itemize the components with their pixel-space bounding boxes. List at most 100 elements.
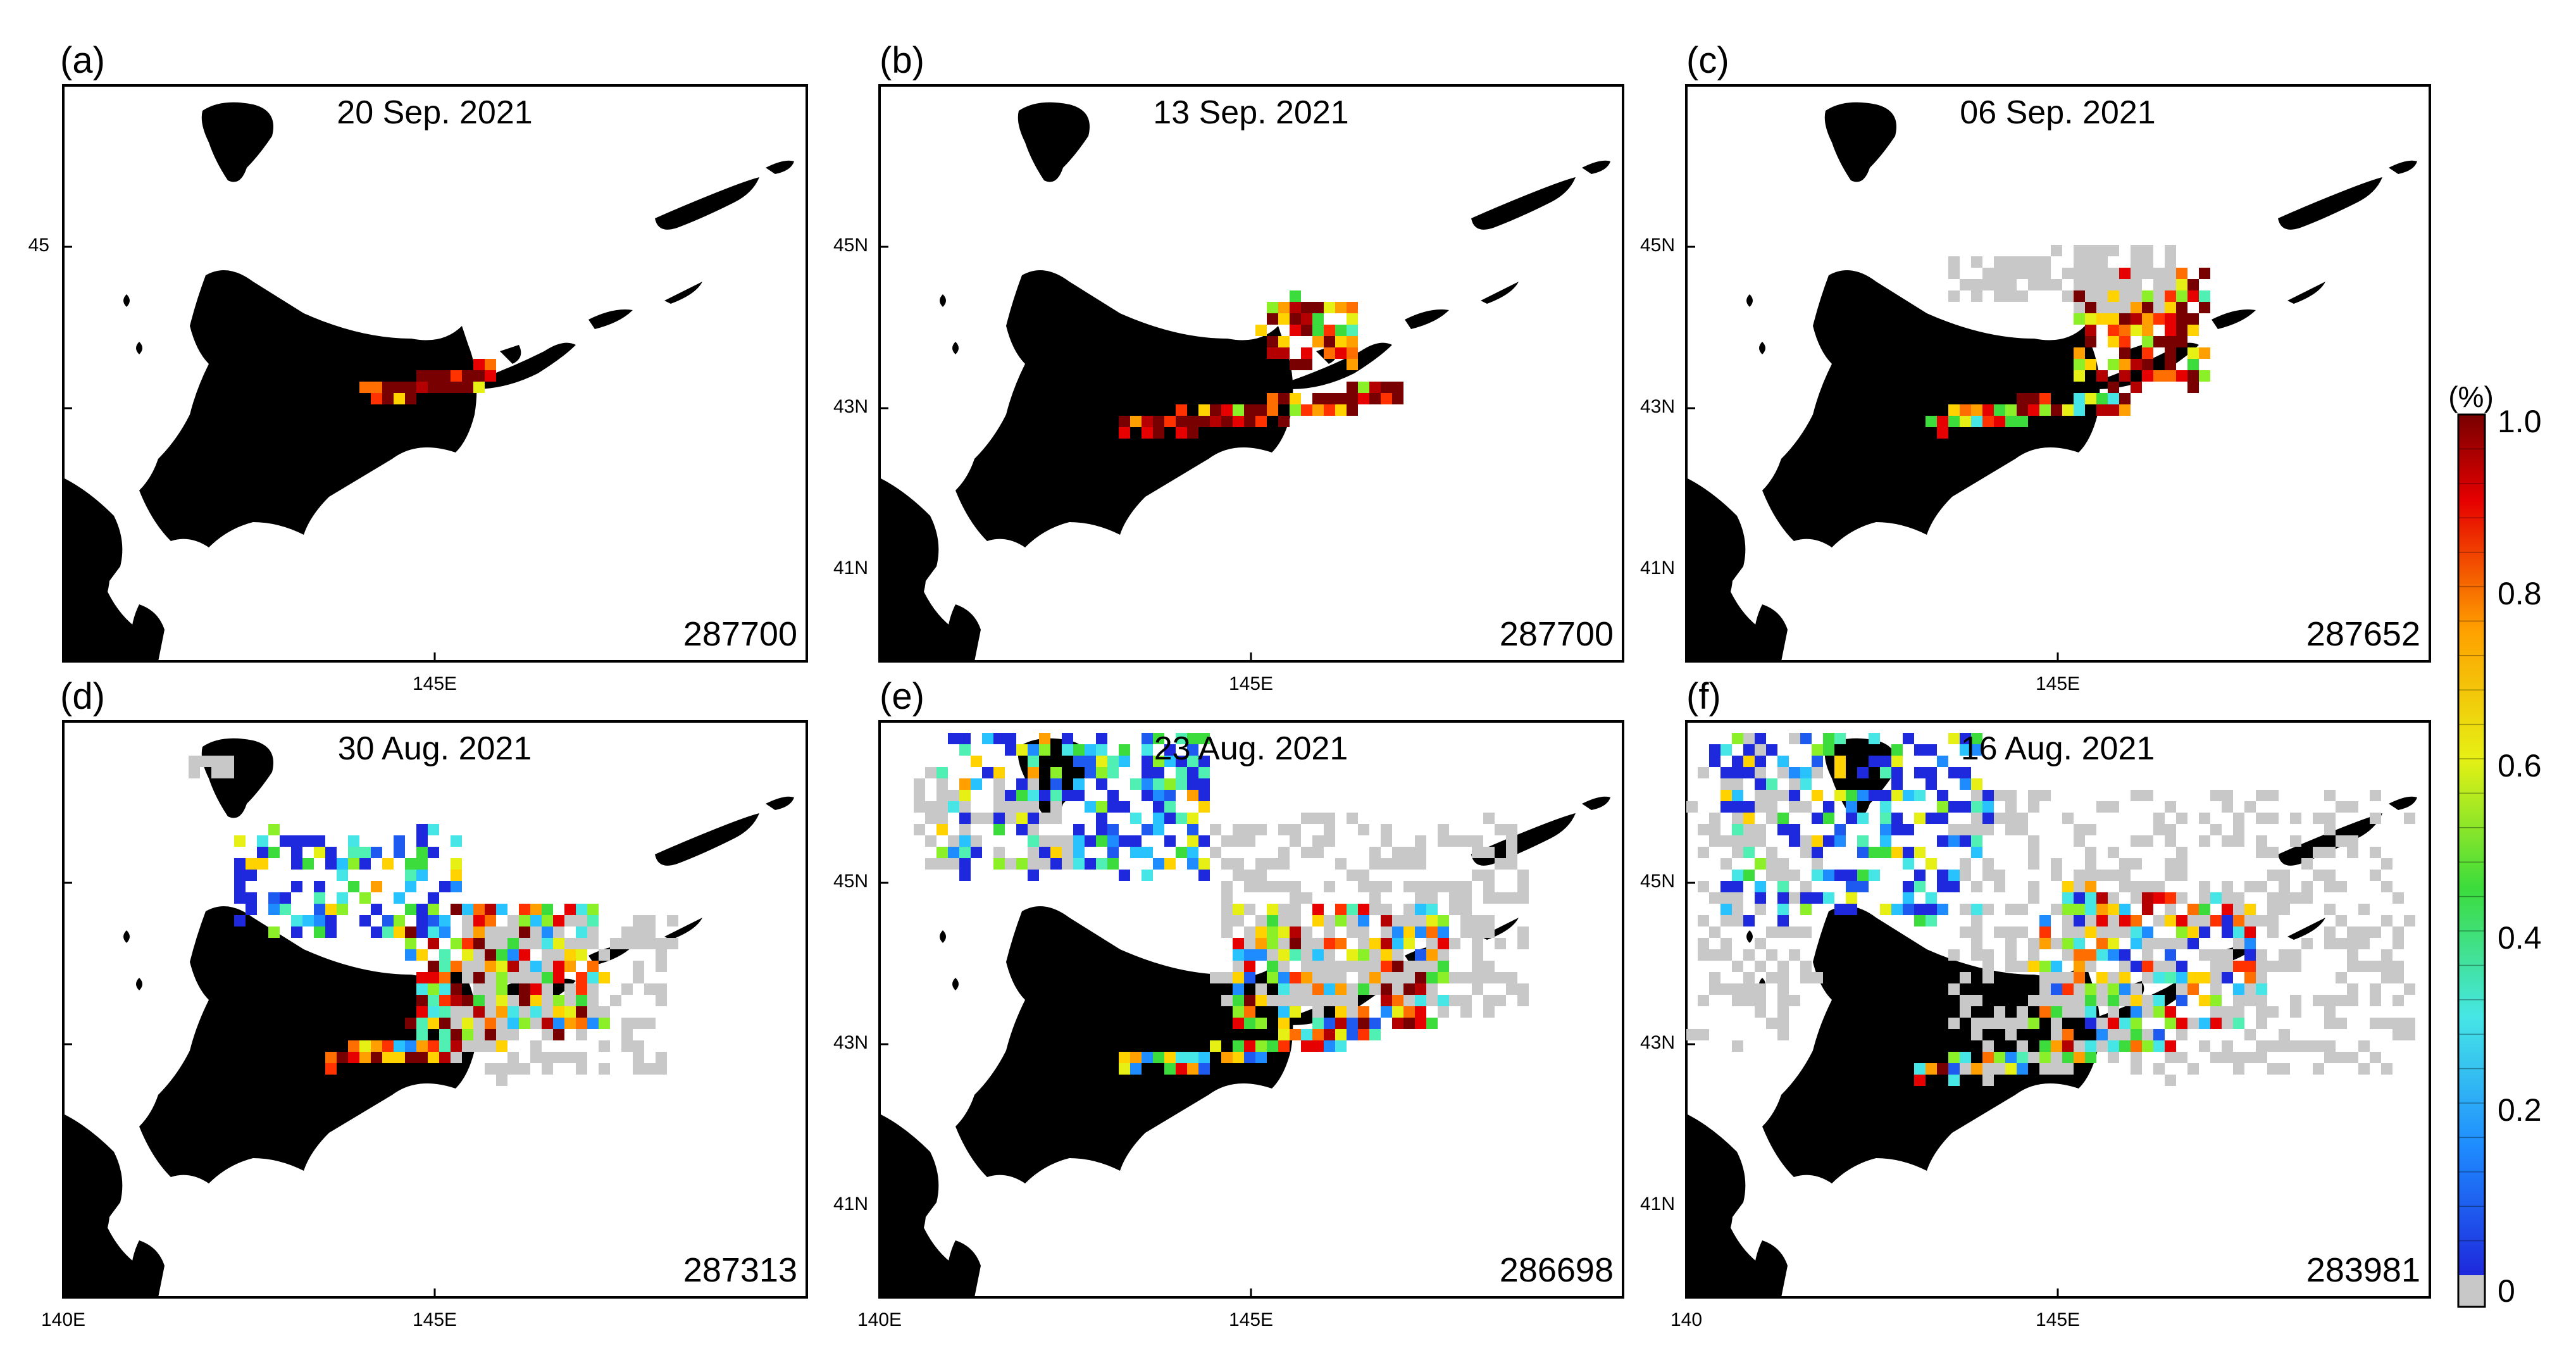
concentration-cell [1016, 744, 1028, 756]
concentration-cell [451, 870, 462, 881]
concentration-cell [1743, 915, 1755, 926]
concentration-cell [1948, 733, 1960, 744]
concentration-cell [2108, 313, 2119, 325]
concentration-cell [1347, 1029, 1358, 1040]
concentration-cell [2267, 1006, 2279, 1018]
concentration-cell [1187, 756, 1198, 767]
concentration-cell [2039, 279, 2051, 290]
concentration-cell [2119, 347, 2131, 359]
concentration-cell [2017, 1040, 2028, 1052]
lon-tick-140: 140 [1671, 1309, 1702, 1330]
concentration-cell [1777, 756, 1789, 767]
concentration-cell [1789, 949, 1800, 961]
concentration-cell [553, 915, 564, 926]
concentration-cell [2085, 881, 2096, 892]
concentration-cell [1720, 938, 1732, 949]
concentration-cell [1755, 767, 1766, 778]
concentration-cell [1438, 915, 1449, 926]
concentration-cell [2131, 1029, 2142, 1040]
concentration-cell [948, 835, 959, 847]
concentration-cell [1233, 983, 1244, 995]
concentration-cell [1142, 756, 1153, 767]
concentration-cell [948, 858, 959, 870]
concentration-cell [1335, 938, 1347, 949]
concentration-cell [1982, 1075, 1994, 1086]
concentration-cell [1130, 847, 1142, 858]
concentration-cell [1903, 858, 1914, 870]
concentration-cell [1039, 790, 1050, 801]
concentration-cell [2039, 404, 2051, 416]
concentration-cell [496, 1018, 507, 1029]
concentration-cell [2039, 983, 2051, 995]
concentration-cell [371, 926, 382, 938]
concentration-cell [1789, 790, 1800, 801]
concentration-cell [1050, 801, 1062, 813]
concentration-cell [530, 961, 542, 972]
concentration-cell [1994, 813, 2005, 824]
concentration-cell [2187, 926, 2199, 938]
concentration-cell [542, 995, 553, 1006]
concentration-cell [291, 915, 302, 926]
concentration-cell [2051, 1006, 2062, 1018]
concentration-cell [1834, 756, 1846, 767]
concentration-cell [1016, 790, 1028, 801]
concentration-cell [2062, 404, 2074, 416]
concentration-cell [2244, 949, 2256, 961]
concentration-cell [1926, 778, 1937, 790]
concentration-cell [1073, 824, 1085, 835]
concentration-cell [1857, 870, 1869, 881]
concentration-cell [2176, 858, 2187, 870]
concentration-cell [2358, 961, 2370, 972]
concentration-cell [1948, 983, 1960, 995]
concentration-cell [2051, 404, 2062, 416]
concentration-cell [2313, 1040, 2324, 1052]
concentration-cell [1198, 767, 1210, 778]
concentration-cell [1971, 416, 1982, 427]
concentration-cell [2279, 961, 2290, 972]
concentration-cell [1153, 778, 1164, 790]
concentration-cell [1415, 972, 1426, 983]
concentration-cell [971, 756, 982, 767]
concentration-cell [530, 1018, 542, 1029]
concentration-cell [1755, 824, 1766, 835]
concentration-cell [982, 813, 993, 824]
concentration-cell [2108, 870, 2119, 881]
concentration-cell [2039, 1063, 2051, 1075]
concentration-cell [462, 1040, 473, 1052]
concentration-cell [2005, 1063, 2017, 1075]
concentration-cell [1164, 744, 1176, 756]
concentration-cell [1244, 961, 1255, 972]
concentration-cell [1415, 858, 1426, 870]
concentration-cell [1290, 313, 1301, 325]
concentration-cell [1324, 1029, 1335, 1040]
concentration-cell [2381, 1063, 2392, 1075]
concentration-cell [428, 892, 439, 904]
concentration-cell [1982, 279, 1994, 290]
concentration-cell [1324, 915, 1335, 926]
concentration-cell [1857, 813, 1869, 824]
concentration-cell [1142, 870, 1153, 881]
concentration-cell [359, 915, 371, 926]
concentration-cell [564, 1006, 576, 1018]
concentration-cell [1914, 870, 1926, 881]
concentration-cell [2119, 972, 2131, 983]
concentration-cell [439, 983, 451, 995]
concentration-cell [1891, 813, 1903, 824]
concentration-cell [1971, 949, 1982, 961]
concentration-cell [1903, 847, 1914, 858]
concentration-cell [1766, 801, 1777, 813]
concentration-cell [1381, 915, 1392, 926]
concentration-cell [959, 858, 971, 870]
concentration-cell [564, 983, 576, 995]
concentration-cell [1732, 881, 1743, 892]
concentration-cell [2347, 995, 2358, 1006]
concentration-cell [1720, 881, 1732, 892]
concentration-cell [1517, 870, 1529, 881]
concentration-cell [1278, 881, 1290, 892]
concentration-cell [530, 915, 542, 926]
concentration-cell [2347, 847, 2358, 858]
concentration-cell [621, 926, 633, 938]
concentration-cell [1960, 416, 1971, 427]
concentration-cell [2199, 904, 2210, 915]
concentration-cell [2142, 268, 2153, 279]
